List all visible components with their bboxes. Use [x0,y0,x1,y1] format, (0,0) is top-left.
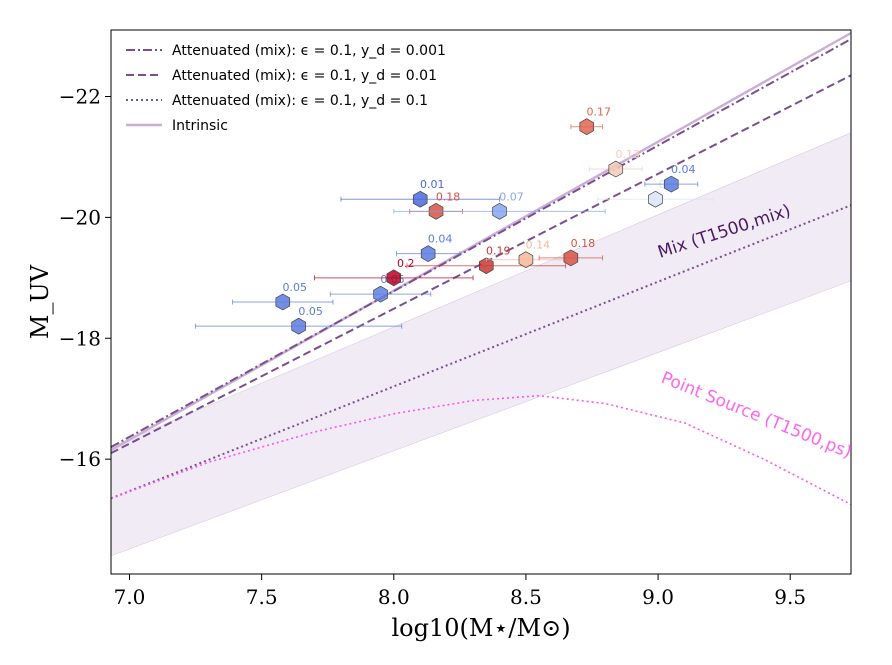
x-axis-label: log10(M⋆/M⊙) [391,614,570,642]
data-point-13 [648,190,663,208]
point-label-10: 0.18 [571,237,596,250]
x-tick-label-0: 7.0 [114,585,146,609]
points-layer: 0.050.050.050.20.010.040.180.190.070.140… [195,106,715,335]
y-tick-label-1: −18 [59,326,101,350]
data-point-11 [579,118,594,136]
data-point-8 [492,202,507,220]
y-axis-label: M_UV [26,264,54,339]
y-tick-label-3: −22 [59,84,101,108]
legend-label-3: Intrinsic [172,118,228,134]
data-point-10 [563,249,579,267]
axis-labels: log10(M⋆/M⊙) M_UV [26,264,571,642]
x-tick-label-4: 9.0 [642,585,674,609]
data-point-3 [386,269,402,287]
point-label-8: 0.07 [499,190,524,203]
annotation-point-source: Point Source (T1500,ps) [658,368,854,463]
y-tick-label-2: −20 [59,205,101,229]
plot-frame [110,29,852,575]
band-layer [111,132,851,557]
data-point-14 [664,175,679,193]
point-label-4: 0.01 [420,178,445,191]
point-label-6: 0.18 [436,190,461,203]
data-point-5 [420,245,436,263]
series-line-0 [111,31,851,452]
point-label-0: 0.05 [283,281,308,294]
x-tick-label-2: 8.0 [378,585,410,609]
legend: Attenuated (mix): ϵ = 0.1, y_d = 0.001 At… [126,43,446,134]
legend-label-2: Attenuated (mix): ϵ = 0.1, y_d = 0.1 [172,93,428,109]
point-label-7: 0.19 [486,245,511,258]
point-label-12: 0.13 [616,148,641,161]
axes-layer: 7.0 7.5 8.0 8.5 9.0 9.5 −16 −18 −20 −22 [59,84,806,609]
data-point-4 [412,190,428,208]
point-label-1: 0.05 [298,305,323,318]
x-tick-label-1: 7.5 [246,585,278,609]
data-point-0 [275,293,291,311]
legend-label-0: Attenuated (mix): ϵ = 0.1, y_d = 0.001 [172,43,446,59]
data-point-2 [373,285,388,303]
legend-label-1: Attenuated (mix): ϵ = 0.1, y_d = 0.01 [172,68,437,84]
data-point-9 [518,251,534,269]
point-label-3: 0.2 [397,257,415,270]
x-tick-label-5: 9.5 [774,585,806,609]
data-point-1 [291,317,306,335]
point-label-14: 0.04 [671,163,696,176]
data-point-7 [479,257,494,275]
point-label-9: 0.14 [526,239,551,252]
shaded-band [111,132,851,557]
data-point-12 [608,160,624,178]
point-label-5: 0.04 [428,233,453,246]
point-label-11: 0.17 [586,106,611,119]
y-tick-label-0: −16 [59,447,101,471]
series-line-1 [111,38,851,448]
x-tick-label-3: 8.5 [510,585,542,609]
